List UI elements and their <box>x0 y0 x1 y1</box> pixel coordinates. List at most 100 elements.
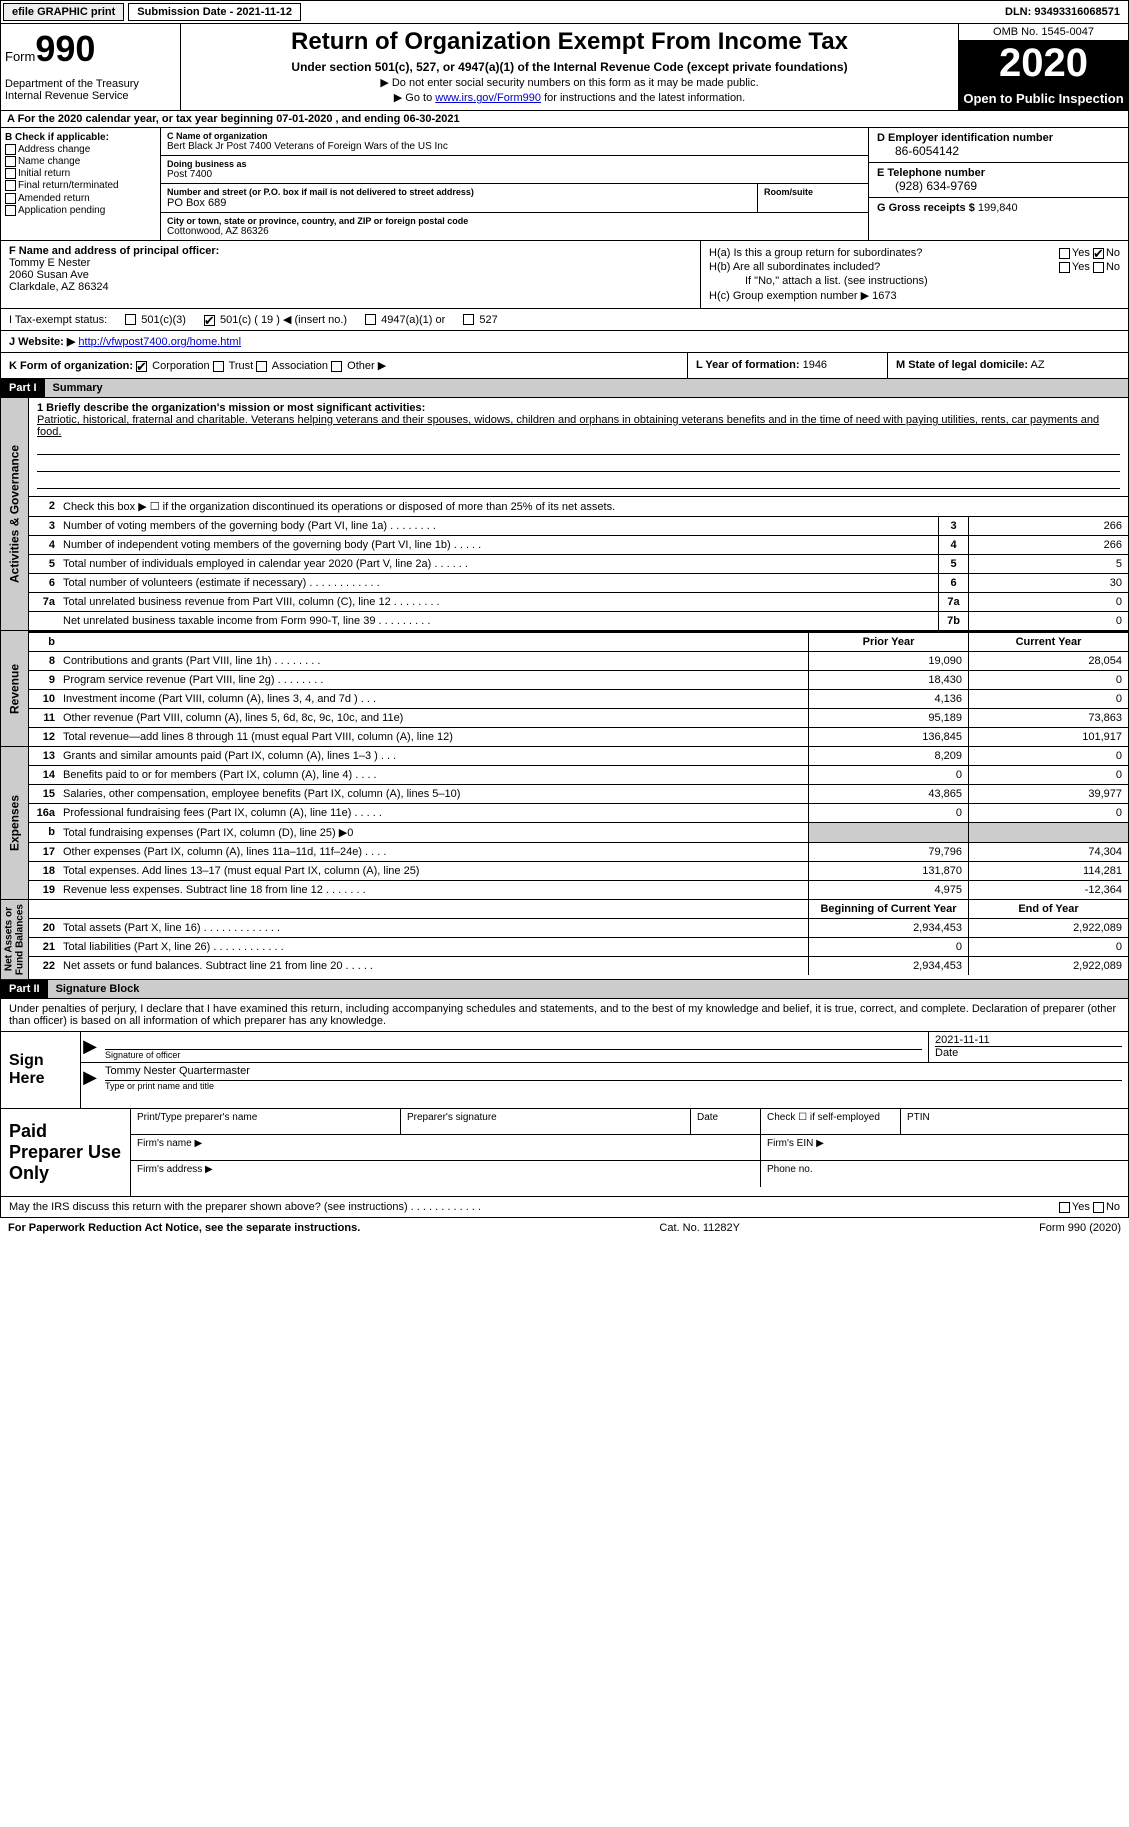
side-governance: Activities & Governance <box>1 398 29 630</box>
side-revenue: Revenue <box>1 631 29 746</box>
paid-row-2: Firm's name ▶ Firm's EIN ▶ <box>131 1135 1128 1161</box>
website-link[interactable]: http://vfwpost7400.org/home.html <box>78 336 241 348</box>
chk-trust[interactable] <box>213 361 224 372</box>
form-word: Form <box>5 49 35 64</box>
side-expenses: Expenses <box>1 747 29 899</box>
net-header: Beginning of Current Year End of Year <box>29 900 1128 919</box>
row-j: J Website: ▶ http://vfwpost7400.org/home… <box>0 331 1129 353</box>
begin-year-hdr: Beginning of Current Year <box>808 900 968 918</box>
chk-501c3[interactable] <box>125 314 136 325</box>
note2-post: for instructions and the latest informat… <box>541 92 745 104</box>
sig-date-label: Date <box>935 1047 1122 1059</box>
chk-527[interactable] <box>463 314 474 325</box>
part1-title: Summary <box>45 379 1128 397</box>
ha-no[interactable] <box>1093 248 1104 259</box>
omb-number: OMB No. 1545-0047 <box>959 24 1128 41</box>
b-header: B Check if applicable: <box>5 132 156 143</box>
sig-officer-label: Signature of officer <box>105 1050 922 1060</box>
chk-app-pending[interactable]: Application pending <box>5 205 156 216</box>
ha-yes[interactable] <box>1059 248 1070 259</box>
chk-501c[interactable] <box>204 315 215 326</box>
firm-addr-label: Firm's address ▶ <box>131 1161 761 1187</box>
chk-other[interactable] <box>331 361 342 372</box>
org-name-cell: C Name of organization Bert Black Jr Pos… <box>161 128 868 156</box>
table-row: 17Other expenses (Part IX, column (A), l… <box>29 843 1128 862</box>
table-row: 13Grants and similar amounts paid (Part … <box>29 747 1128 766</box>
note-ssn: ▶ Do not enter social security numbers o… <box>189 76 950 89</box>
chk-name-change[interactable]: Name change <box>5 156 156 167</box>
hb-no[interactable] <box>1093 262 1104 273</box>
table-row: 7aTotal unrelated business revenue from … <box>29 593 1128 612</box>
table-row: 8Contributions and grants (Part VIII, li… <box>29 652 1128 671</box>
prep-name-label: Print/Type preparer's name <box>131 1109 401 1134</box>
cat-no: Cat. No. 11282Y <box>659 1222 740 1234</box>
col-f: F Name and address of principal officer:… <box>1 241 701 308</box>
dba-cell: Doing business as Post 7400 <box>161 156 868 184</box>
officer-name: Tommy E Nester <box>9 257 692 269</box>
chk-amended[interactable]: Amended return <box>5 193 156 204</box>
sig-row-2: ▶ Tommy Nester QuartermasterType or prin… <box>81 1063 1128 1093</box>
discuss-text: May the IRS discuss this return with the… <box>9 1201 481 1213</box>
hb-yes[interactable] <box>1059 262 1070 273</box>
table-row: 14Benefits paid to or for members (Part … <box>29 766 1128 785</box>
firm-phone-label: Phone no. <box>761 1161 1128 1187</box>
ha-label: H(a) Is this a group return for subordin… <box>709 247 922 259</box>
table-row: 5Total number of individuals employed in… <box>29 555 1128 574</box>
chk-corp[interactable] <box>136 361 147 372</box>
street: PO Box 689 <box>167 197 751 209</box>
table-row: 3Number of voting members of the governi… <box>29 517 1128 536</box>
row-a: A For the 2020 calendar year, or tax yea… <box>0 111 1129 128</box>
form-num: 990 <box>35 28 95 69</box>
net-assets-section: Net Assets or Fund Balances Beginning of… <box>0 900 1129 980</box>
ein-cell: D Employer identification number 86-6054… <box>869 128 1128 163</box>
header-right: OMB No. 1545-0047 2020 Open to Public In… <box>958 24 1128 110</box>
sig-arrow-2: ▶ <box>81 1063 99 1093</box>
end-year-hdr: End of Year <box>968 900 1128 918</box>
table-row: 22Net assets or fund balances. Subtract … <box>29 957 1128 975</box>
sig-name: Tommy Nester Quartermaster <box>105 1065 1122 1081</box>
efile-print-button[interactable]: efile GRAPHIC print <box>3 3 124 21</box>
table-row: 20Total assets (Part X, line 16) . . . .… <box>29 919 1128 938</box>
table-row: bTotal fundraising expenses (Part IX, co… <box>29 823 1128 843</box>
street-label: Number and street (or P.O. box if mail i… <box>167 187 751 197</box>
hc-label: H(c) Group exemption number ▶ <box>709 290 869 302</box>
part2-title: Signature Block <box>48 980 1128 998</box>
chk-assoc[interactable] <box>256 361 267 372</box>
table-row: 19Revenue less expenses. Subtract line 1… <box>29 881 1128 899</box>
chk-address-change[interactable]: Address change <box>5 144 156 155</box>
discuss-yes[interactable] <box>1059 1202 1070 1213</box>
section-bcd: B Check if applicable: Address change Na… <box>0 128 1129 241</box>
chk-4947[interactable] <box>365 314 376 325</box>
table-row: 18Total expenses. Add lines 13–17 (must … <box>29 862 1128 881</box>
gross-cell: G Gross receipts $ 199,840 <box>869 198 1128 218</box>
k-form-org: K Form of organization: Corporation Trus… <box>1 353 688 378</box>
irs-link[interactable]: www.irs.gov/Form990 <box>435 92 541 104</box>
hb-label: H(b) Are all subordinates included? <box>709 261 880 273</box>
mission-text: Patriotic, historical, fraternal and cha… <box>37 414 1120 438</box>
table-row: 11Other revenue (Part VIII, column (A), … <box>29 709 1128 728</box>
firm-name-label: Firm's name ▶ <box>131 1135 761 1160</box>
form-number: Form990 <box>5 28 176 70</box>
prep-self-label: Check ☐ if self-employed <box>761 1109 901 1134</box>
chk-initial-return[interactable]: Initial return <box>5 168 156 179</box>
signature-intro: Under penalties of perjury, I declare th… <box>0 999 1129 1032</box>
sig-date-cell: 2021-11-11Date <box>928 1032 1128 1062</box>
dba: Post 7400 <box>167 169 862 180</box>
org-name-label: C Name of organization <box>167 131 862 141</box>
row-k: K Form of organization: Corporation Trus… <box>0 353 1129 379</box>
gross-receipts: 199,840 <box>978 202 1018 214</box>
form-subtitle: Under section 501(c), 527, or 4947(a)(1)… <box>189 60 950 74</box>
department: Department of the Treasury Internal Reve… <box>5 78 176 102</box>
row-i: I Tax-exempt status: 501(c)(3) 501(c) ( … <box>0 309 1129 331</box>
officer-label: F Name and address of principal officer: <box>9 245 692 257</box>
table-row: Net unrelated business taxable income fr… <box>29 612 1128 630</box>
line-2: 2Check this box ▶ ☐ if the organization … <box>29 497 1128 517</box>
sig-arrow-1: ▶ <box>81 1032 99 1062</box>
city-label: City or town, state or province, country… <box>167 216 862 226</box>
phone-cell: E Telephone number (928) 634-9769 <box>869 163 1128 198</box>
chk-final-return[interactable]: Final return/terminated <box>5 180 156 191</box>
table-row: 6Total number of volunteers (estimate if… <box>29 574 1128 593</box>
h-c: H(c) Group exemption number ▶ 1673 <box>709 289 1120 302</box>
discuss-no[interactable] <box>1093 1202 1104 1213</box>
note2-pre: ▶ Go to <box>394 92 435 104</box>
